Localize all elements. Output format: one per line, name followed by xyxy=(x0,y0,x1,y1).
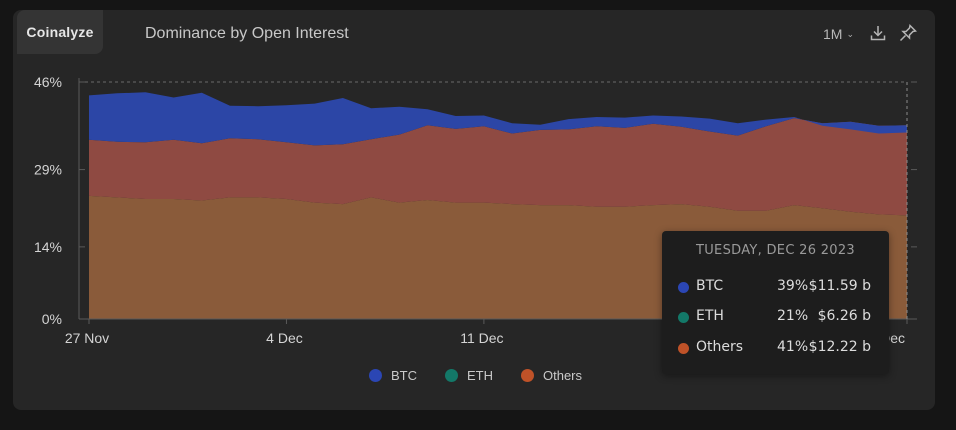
legend-label: Others xyxy=(543,368,583,383)
range-label: 1M xyxy=(823,26,843,42)
tooltip-series-name: BTC xyxy=(696,278,724,294)
brand-logo[interactable]: Coinalyze xyxy=(17,10,103,54)
tooltip-series-name: Others xyxy=(696,339,744,355)
legend-label: BTC xyxy=(391,368,417,383)
y-tick-label: 0% xyxy=(42,311,62,327)
eth-dot-icon xyxy=(678,312,689,323)
legend-item-btc[interactable]: BTC xyxy=(369,368,417,383)
others-dot-icon xyxy=(678,343,689,354)
tooltip-row-others: Others 41% $12.22 b xyxy=(678,339,871,359)
legend-label: ETH xyxy=(467,368,493,383)
tooltip-series-value: $12.22 b xyxy=(808,339,871,355)
series-area-eth xyxy=(89,118,907,216)
range-selector[interactable]: 1M ⌄ xyxy=(823,26,854,42)
x-tick-label: 4 Dec xyxy=(266,330,303,346)
tooltip-series-pct: 39% xyxy=(777,278,809,294)
pin-icon[interactable] xyxy=(899,24,917,42)
tooltip-row-btc: BTC 39% $11.59 b xyxy=(678,278,871,298)
download-icon[interactable] xyxy=(869,24,887,42)
chart-card: Coinalyze Dominance by Open Interest 1M … xyxy=(13,10,935,410)
tooltip-series-pct: 41% xyxy=(777,339,809,355)
y-tick-label: 14% xyxy=(34,239,62,255)
tooltip-series-pct: 21% xyxy=(777,308,809,324)
legend-item-eth[interactable]: ETH xyxy=(445,368,493,383)
chevron-down-icon: ⌄ xyxy=(846,28,854,39)
x-tick-label: 11 Dec xyxy=(460,330,503,346)
x-tick-label: 27 Nov xyxy=(65,330,109,346)
chart-title: Dominance by Open Interest xyxy=(145,25,349,42)
tooltip-series-value: $11.59 b xyxy=(808,278,871,294)
btc-dot-icon xyxy=(369,369,382,382)
btc-dot-icon xyxy=(678,282,689,293)
y-tick-label: 46% xyxy=(34,74,62,90)
y-tick-label: 29% xyxy=(34,162,62,178)
tooltip-series-name: ETH xyxy=(696,308,724,324)
others-dot-icon xyxy=(521,369,534,382)
chart-legend: BTC ETH Others xyxy=(369,368,582,383)
tooltip-series-value: $6.26 b xyxy=(817,308,871,324)
eth-dot-icon xyxy=(445,369,458,382)
tooltip-row-eth: ETH 21% $6.26 b xyxy=(678,308,871,328)
tooltip-date: TUESDAY, DEC 26 2023 xyxy=(696,243,855,258)
legend-item-others[interactable]: Others xyxy=(521,368,582,383)
chart-tooltip: TUESDAY, DEC 26 2023 BTC 39% $11.59 b ET… xyxy=(662,231,889,374)
series-area-btc xyxy=(89,92,907,146)
